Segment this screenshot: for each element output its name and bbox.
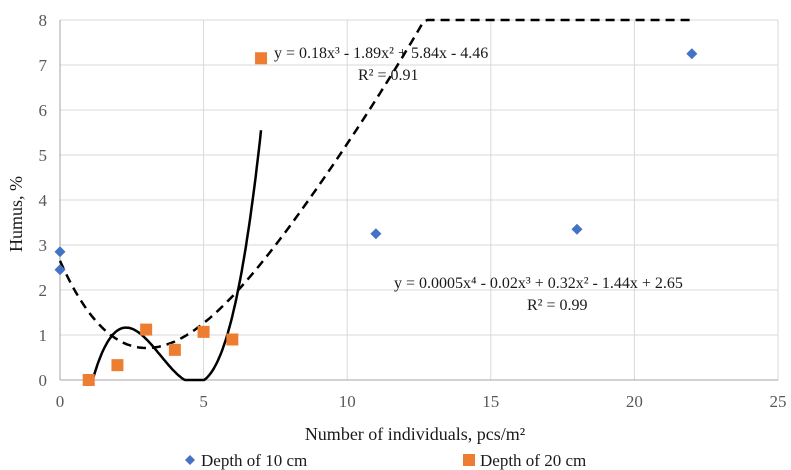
x-axis-title: Number of individuals, pcs/m² xyxy=(305,424,525,444)
x-tick-label: 25 xyxy=(770,392,787,411)
grid-lines xyxy=(60,19,779,380)
y-axis-title: Humus, % xyxy=(6,176,26,252)
data-point-depth-10 xyxy=(54,264,66,276)
axes xyxy=(59,20,778,381)
x-tick-label: 5 xyxy=(199,392,208,411)
y-tick-label: 6 xyxy=(39,101,48,120)
y-tick-label: 8 xyxy=(39,11,48,30)
x-tick-label: 0 xyxy=(56,392,65,411)
data-point-depth-10 xyxy=(686,48,698,60)
data-point-depth-20 xyxy=(255,52,268,65)
equation-depth-20: y = 0.18x³ - 1.89x² + 5.84x - 4.46 xyxy=(274,45,488,62)
trendline-depth-20 xyxy=(88,130,263,382)
x-tick-label: 15 xyxy=(482,392,499,411)
legend: Depth of 10 cm Depth of 20 cm xyxy=(185,451,586,470)
data-point-depth-20 xyxy=(168,343,181,356)
data-point-depth-20 xyxy=(140,323,153,336)
data-point-depth-10 xyxy=(370,228,382,240)
data-point-depth-20 xyxy=(111,359,124,372)
trendlines xyxy=(58,18,692,382)
y-tick-label: 0 xyxy=(39,371,48,390)
y-tick-label: 4 xyxy=(39,191,48,210)
legend-label-depth-20: Depth of 20 cm xyxy=(480,451,586,470)
legend-marker-depth-20 xyxy=(463,454,475,466)
x-tick-label: 20 xyxy=(626,392,643,411)
legend-label-depth-10: Depth of 10 cm xyxy=(201,451,307,470)
data-points xyxy=(54,48,698,386)
r2-depth-20: R² = 0.91 xyxy=(358,67,419,84)
equation-depth-10: y = 0.0005x⁴ - 0.02x³ + 0.32x² - 1.44x +… xyxy=(394,275,683,292)
data-point-depth-20 xyxy=(197,325,210,338)
x-tick-label: 10 xyxy=(339,392,356,411)
x-tick-labels: 0 5 10 15 20 25 xyxy=(56,392,787,411)
y-tick-label: 5 xyxy=(39,146,48,165)
y-tick-label: 7 xyxy=(39,56,48,75)
data-point-depth-20 xyxy=(226,333,239,346)
y-tick-labels: 0 1 2 3 4 5 6 7 8 xyxy=(39,11,48,390)
data-point-depth-10 xyxy=(54,246,66,258)
y-tick-label: 2 xyxy=(39,281,48,300)
legend-marker-depth-10 xyxy=(185,455,195,465)
y-tick-label: 1 xyxy=(39,326,48,345)
y-tick-label: 3 xyxy=(39,236,48,255)
r2-depth-10: R² = 0.99 xyxy=(527,297,588,314)
data-point-depth-20 xyxy=(82,374,95,386)
data-point-depth-10 xyxy=(571,223,583,235)
